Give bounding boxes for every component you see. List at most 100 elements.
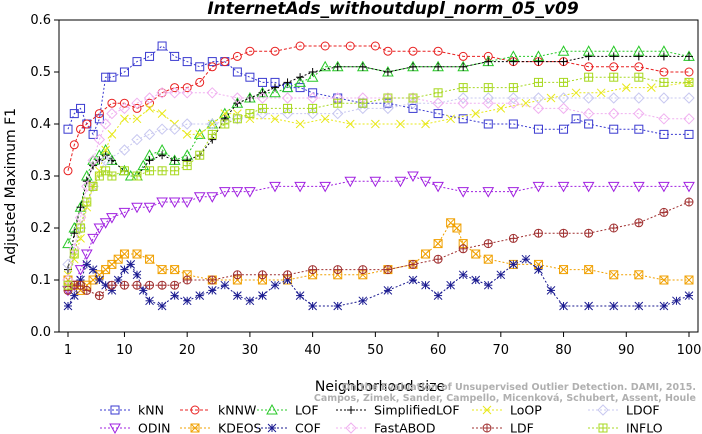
- data-point-simplifiedlof: [609, 52, 618, 61]
- data-point-inflo: [207, 129, 217, 139]
- legend-marker: [190, 423, 200, 433]
- data-point-ldof: [482, 92, 494, 104]
- data-point-knnw: [320, 41, 330, 51]
- data-point-inflo: [408, 93, 418, 103]
- data-point-cof: [471, 275, 481, 285]
- data-point-inflo: [101, 166, 111, 176]
- data-point-knn: [69, 109, 79, 119]
- data-point-fastabod: [532, 102, 545, 115]
- data-point-cof: [408, 275, 418, 285]
- data-point-cof: [559, 301, 568, 311]
- x-tick-label: 100: [677, 343, 702, 358]
- y-axis-label: Adjusted Maximum F1: [3, 108, 19, 264]
- data-point-simplifiedlof: [145, 156, 154, 165]
- data-point-ldof: [168, 123, 181, 135]
- x-tick-label: 50: [367, 343, 384, 358]
- data-point-fastabod: [633, 107, 645, 120]
- data-point-inflo: [107, 171, 117, 181]
- series-line-odin: [67, 175, 689, 291]
- data-point-ldf: [182, 275, 192, 285]
- data-point-knn: [433, 109, 443, 119]
- data-point-cof: [233, 291, 242, 300]
- legend-marker: [345, 422, 357, 434]
- x-tick-label: 20: [179, 343, 196, 358]
- data-point-knn: [634, 124, 644, 134]
- data-point-knn: [609, 124, 619, 134]
- data-point-ldf: [308, 265, 318, 275]
- data-point-fastabod: [168, 87, 181, 99]
- legend-item-cof: COF: [257, 421, 321, 434]
- legend-marker: [598, 423, 608, 433]
- data-point-simplifiedlof: [559, 57, 568, 66]
- data-point-lof: [269, 86, 281, 98]
- data-point-fastabod: [382, 92, 394, 104]
- data-point-cof: [446, 280, 455, 290]
- data-point-knn: [257, 77, 267, 87]
- data-point-loop: [220, 109, 230, 118]
- data-point-knn: [408, 103, 418, 113]
- data-point-loop: [496, 104, 506, 113]
- legend-label: SimplifiedLOF: [374, 403, 460, 418]
- legend-item-fastabod: FastABOD: [336, 421, 436, 434]
- data-point-simplifiedlof: [296, 73, 305, 82]
- data-point-kdeos: [119, 249, 129, 259]
- data-point-cof: [132, 270, 142, 280]
- data-point-fastabod: [407, 92, 419, 104]
- series-line-simplifiedlof: [67, 55, 689, 270]
- data-point-kdeos: [101, 265, 111, 275]
- data-point-knnw: [182, 83, 192, 93]
- series-loop: [63, 78, 694, 280]
- data-point-cof: [521, 254, 531, 264]
- data-point-loop: [446, 114, 455, 124]
- data-point-fastabod: [118, 102, 131, 115]
- data-point-ldof: [131, 133, 143, 146]
- data-point-cof: [672, 296, 681, 306]
- data-point-inflo: [220, 119, 230, 129]
- data-point-odin: [206, 192, 219, 203]
- data-point-cof: [245, 296, 255, 306]
- data-point-cof: [458, 270, 468, 280]
- data-point-ldf: [207, 275, 217, 285]
- credit-line-2: Campos, Zimek, Sander, Campello, Micenko…: [314, 393, 696, 404]
- x-tick-label: 40: [304, 343, 321, 358]
- data-point-cof: [82, 260, 92, 269]
- data-point-odin: [143, 202, 156, 214]
- data-point-cof: [63, 301, 73, 311]
- x-tick-label: 10: [116, 343, 133, 358]
- data-point-odin: [419, 176, 432, 188]
- legend-label: COF: [295, 421, 321, 434]
- data-point-knnw: [132, 103, 142, 113]
- data-point-kdeos: [684, 275, 694, 285]
- x-tick-label: 1: [64, 343, 72, 358]
- data-point-simplifiedlof: [634, 52, 643, 61]
- x-tick-label: 80: [555, 343, 572, 358]
- legend-item-knnw: kNNW: [180, 403, 256, 418]
- data-point-loop: [647, 83, 656, 92]
- data-point-ldf: [508, 233, 518, 243]
- data-point-knn: [684, 129, 694, 139]
- data-point-simplifiedlof: [308, 68, 317, 76]
- legend-item-knn: kNN: [100, 403, 164, 418]
- data-point-loop: [107, 130, 117, 139]
- data-point-loop: [571, 88, 581, 98]
- data-point-odin: [582, 181, 595, 193]
- data-point-knn: [245, 72, 255, 82]
- data-point-knnw: [195, 77, 205, 87]
- data-point-ldof: [382, 102, 394, 115]
- data-point-inflo: [609, 72, 619, 82]
- legend-label: kNN: [138, 403, 164, 418]
- data-point-knn: [571, 114, 581, 124]
- data-point-ldf: [283, 270, 293, 280]
- data-point-simplifiedlof: [584, 52, 593, 61]
- data-point-inflo: [182, 161, 192, 171]
- data-point-ldof: [206, 118, 218, 130]
- legend-label: LDOF: [626, 403, 660, 418]
- data-point-simplifiedlof: [659, 52, 668, 61]
- x-tick-label: 60: [430, 343, 447, 358]
- data-point-inflo: [684, 77, 694, 87]
- data-point-knn: [145, 51, 155, 61]
- data-point-fastabod: [557, 102, 570, 115]
- data-point-knnw: [634, 62, 644, 72]
- data-point-simplifiedlof: [459, 62, 468, 71]
